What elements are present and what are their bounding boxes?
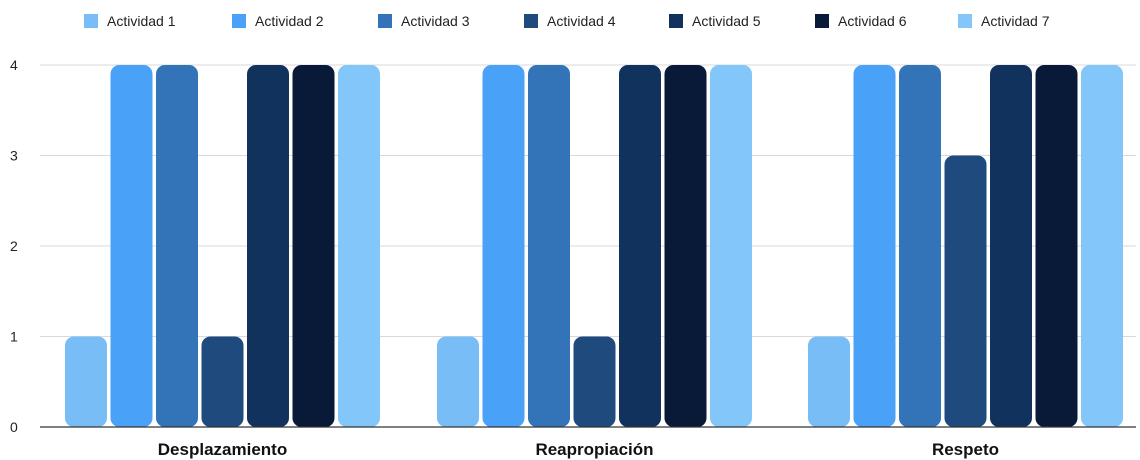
legend-label-actividad-3: Actividad 3: [401, 13, 470, 29]
bar-respeto-actividad-6: [1035, 65, 1078, 427]
bar-reapropiacion-actividad-7: [710, 65, 752, 427]
bar-desplazamiento-actividad-3: [156, 65, 198, 427]
legend-item-actividad-2: Actividad 2: [232, 13, 324, 29]
y-tick-label-0: 0: [10, 419, 18, 435]
legend-swatch-actividad-6: [815, 14, 829, 28]
legend-label-actividad-6: Actividad 6: [838, 13, 907, 29]
legend-label-actividad-5: Actividad 5: [692, 13, 761, 29]
bars: [65, 65, 1123, 427]
bar-reapropiacion-actividad-1: [437, 336, 479, 427]
bar-respeto-actividad-2: [853, 65, 896, 427]
legend: Actividad 1 Actividad 2 Actividad 3 Activid…: [84, 13, 1050, 29]
y-tick-label-4: 4: [10, 57, 18, 73]
bar-reapropiacion-actividad-6: [664, 65, 707, 427]
x-category-label-reapropiacion: Reapropiación: [535, 440, 653, 459]
bar-respeto-actividad-1: [808, 336, 850, 427]
legend-swatch-actividad-5: [669, 14, 683, 28]
bar-reapropiacion-actividad-3: [528, 65, 570, 427]
x-axis-labels: Desplazamiento Reapropiación Respeto: [158, 440, 999, 459]
bar-respeto-actividad-4: [944, 155, 987, 427]
bar-reapropiacion-actividad-2: [482, 65, 525, 427]
bar-desplazamiento-actividad-5: [247, 65, 289, 427]
legend-item-actividad-3: Actividad 3: [378, 13, 470, 29]
legend-label-actividad-4: Actividad 4: [547, 13, 616, 29]
bar-respeto-actividad-5: [990, 65, 1032, 427]
x-category-label-respeto: Respeto: [932, 440, 999, 459]
y-tick-label-2: 2: [10, 238, 18, 254]
legend-item-actividad-5: Actividad 5: [669, 13, 761, 29]
bar-desplazamiento-actividad-7: [338, 65, 380, 427]
x-category-label-desplazamiento: Desplazamiento: [158, 440, 287, 459]
legend-item-actividad-1: Actividad 1: [84, 13, 176, 29]
legend-label-actividad-7: Actividad 7: [981, 13, 1050, 29]
legend-swatch-actividad-3: [378, 14, 392, 28]
legend-label-actividad-2: Actividad 2: [255, 13, 324, 29]
bar-desplazamiento-actividad-1: [65, 336, 107, 427]
legend-item-actividad-6: Actividad 6: [815, 13, 907, 29]
bar-reapropiacion-actividad-5: [619, 65, 661, 427]
bar-respeto-actividad-7: [1081, 65, 1123, 427]
legend-swatch-actividad-4: [524, 14, 538, 28]
y-tick-label-1: 1: [10, 329, 18, 345]
legend-swatch-actividad-2: [232, 14, 246, 28]
legend-item-actividad-4: Actividad 4: [524, 13, 616, 29]
bar-desplazamiento-actividad-4: [201, 336, 244, 427]
y-axis-ticks: 0 1 2 3 4: [10, 57, 18, 435]
legend-item-actividad-7: Actividad 7: [958, 13, 1050, 29]
bar-respeto-actividad-3: [899, 65, 941, 427]
legend-label-actividad-1: Actividad 1: [107, 13, 176, 29]
bar-desplazamiento-actividad-6: [292, 65, 335, 427]
y-tick-label-3: 3: [10, 148, 18, 164]
legend-swatch-actividad-7: [958, 14, 972, 28]
legend-swatch-actividad-1: [84, 14, 98, 28]
bar-desplazamiento-actividad-2: [110, 65, 153, 427]
bar-reapropiacion-actividad-4: [573, 336, 616, 427]
